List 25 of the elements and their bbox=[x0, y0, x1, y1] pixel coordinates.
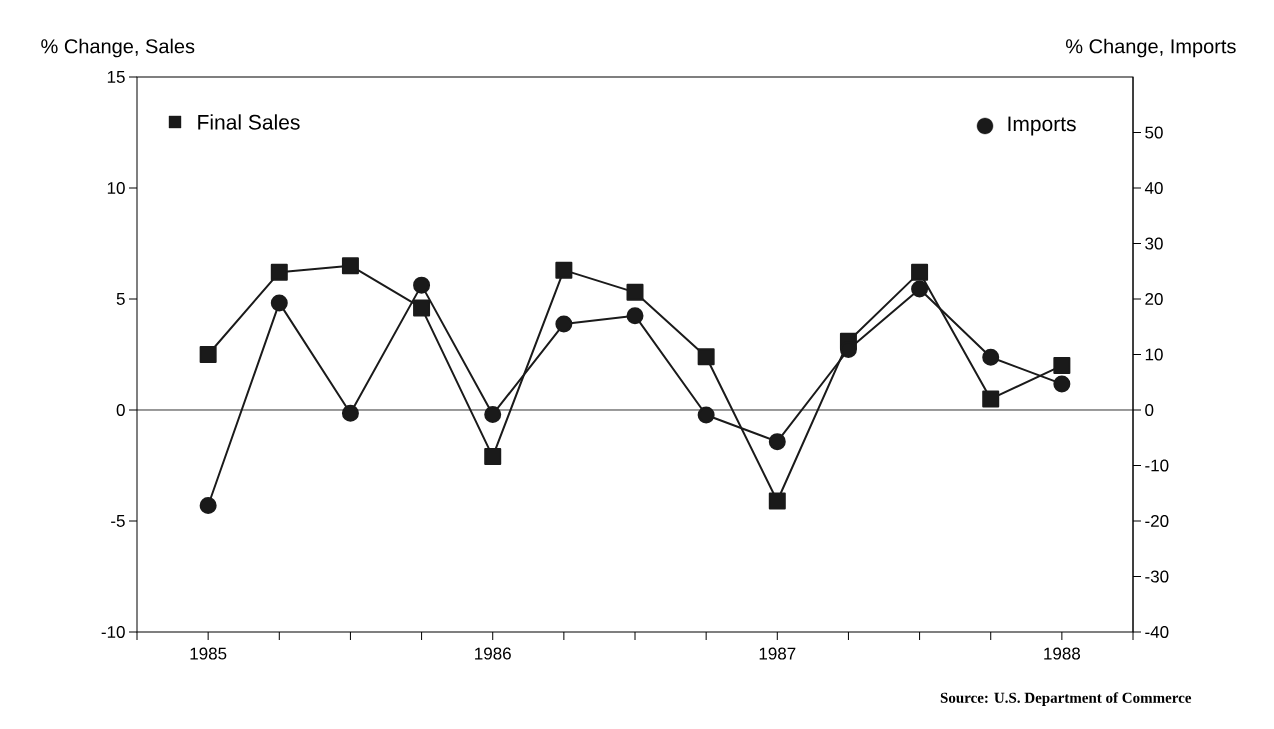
y-tick-label: 15 bbox=[107, 71, 125, 83]
y2-tick-label: 30 bbox=[1145, 237, 1163, 250]
y-tick-label: -5 bbox=[111, 515, 125, 527]
y2-tick-label: 40 bbox=[1144, 181, 1163, 195]
y2-tick-label: 20 bbox=[1145, 292, 1163, 306]
y2-tick-label: 10 bbox=[1145, 348, 1163, 361]
y-axis-title: % Change, Sales bbox=[41, 38, 195, 58]
y-tick-label: -10 bbox=[101, 625, 125, 639]
legend-label: Final Sales bbox=[198, 114, 300, 130]
y-tick-label: 10 bbox=[107, 181, 125, 195]
legend-label: Imports bbox=[1008, 116, 1076, 136]
x-tick-label: 1988 bbox=[1044, 647, 1081, 660]
source-note: Source: U.S. Department of Commerce bbox=[940, 692, 1192, 706]
y-tick-label: 5 bbox=[116, 293, 125, 305]
y2-tick-label: -40 bbox=[1145, 625, 1169, 639]
y-tick-label: 0 bbox=[116, 403, 125, 417]
y2-tick-label: -30 bbox=[1145, 570, 1169, 583]
y2-axis-title: % Change, Imports bbox=[1065, 38, 1236, 58]
y2-tick-label: -10 bbox=[1145, 459, 1169, 472]
x-tick-label: 1985 bbox=[190, 647, 227, 660]
x-tick-label: 1986 bbox=[475, 647, 511, 660]
y2-tick-label: 0 bbox=[1145, 403, 1154, 417]
y2-tick-label: 50 bbox=[1145, 126, 1163, 139]
y2-tick-label: -20 bbox=[1145, 514, 1169, 528]
x-tick-label: 1987 bbox=[759, 647, 796, 660]
